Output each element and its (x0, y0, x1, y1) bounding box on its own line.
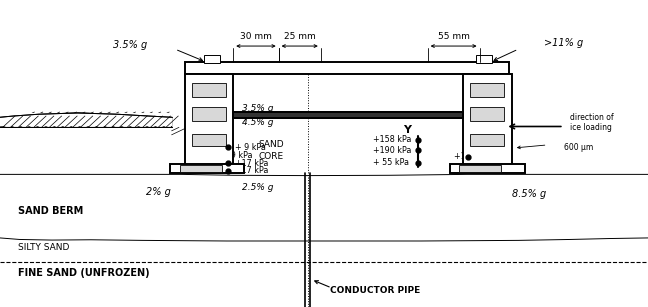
Bar (192, 134, 226, 146)
Bar (450, 164, 525, 173)
Text: 2% g: 2% g (146, 187, 170, 197)
Text: Y: Y (403, 125, 411, 134)
Text: + 9 kPa: + 9 kPa (235, 143, 266, 152)
Text: +29 kPa: +29 kPa (219, 151, 253, 160)
Text: 25 mm: 25 mm (284, 32, 315, 41)
Bar (192, 83, 226, 97)
Bar (459, 165, 501, 172)
Text: SAND BERM: SAND BERM (18, 206, 84, 216)
Text: 30 mm: 30 mm (240, 32, 272, 41)
Text: 55 mm: 55 mm (437, 32, 470, 41)
Bar (204, 55, 220, 63)
Text: 4.5% g: 4.5% g (242, 118, 273, 127)
Text: 2.5% g: 2.5% g (242, 183, 273, 192)
Text: SAND
CORE: SAND CORE (258, 140, 284, 161)
Bar (185, 62, 509, 74)
Bar (192, 107, 226, 121)
Text: + 55 kPa: + 55 kPa (373, 158, 409, 167)
Bar (470, 107, 504, 121)
Bar (180, 165, 222, 172)
Text: CONDUCTOR PIPE: CONDUCTOR PIPE (330, 286, 421, 295)
Text: SILTY SAND: SILTY SAND (18, 243, 69, 252)
Bar (476, 55, 492, 63)
Bar (0, 113, 172, 126)
Bar (185, 74, 233, 166)
Text: +190 kPa: +190 kPa (373, 146, 411, 155)
Bar (470, 83, 504, 97)
Bar (470, 134, 504, 146)
Text: >11% g: >11% g (544, 38, 584, 48)
Text: 3.5% g: 3.5% g (113, 40, 148, 49)
Text: 8.5% g: 8.5% g (512, 189, 546, 199)
Text: direction of
ice loading: direction of ice loading (570, 113, 614, 133)
Bar (233, 112, 463, 118)
Text: 600 μm: 600 μm (564, 143, 593, 153)
Text: 3.5% g: 3.5% g (242, 104, 273, 114)
Text: +179 kPa: +179 kPa (454, 152, 492, 161)
Text: +17 kPa: +17 kPa (235, 158, 268, 168)
Bar (233, 112, 463, 118)
Bar (170, 164, 244, 173)
Text: +158 kPa: +158 kPa (373, 135, 411, 144)
Bar (463, 74, 512, 166)
Text: FINE SAND (UNFROZEN): FINE SAND (UNFROZEN) (18, 268, 150, 278)
Text: +17 kPa: +17 kPa (235, 166, 268, 176)
